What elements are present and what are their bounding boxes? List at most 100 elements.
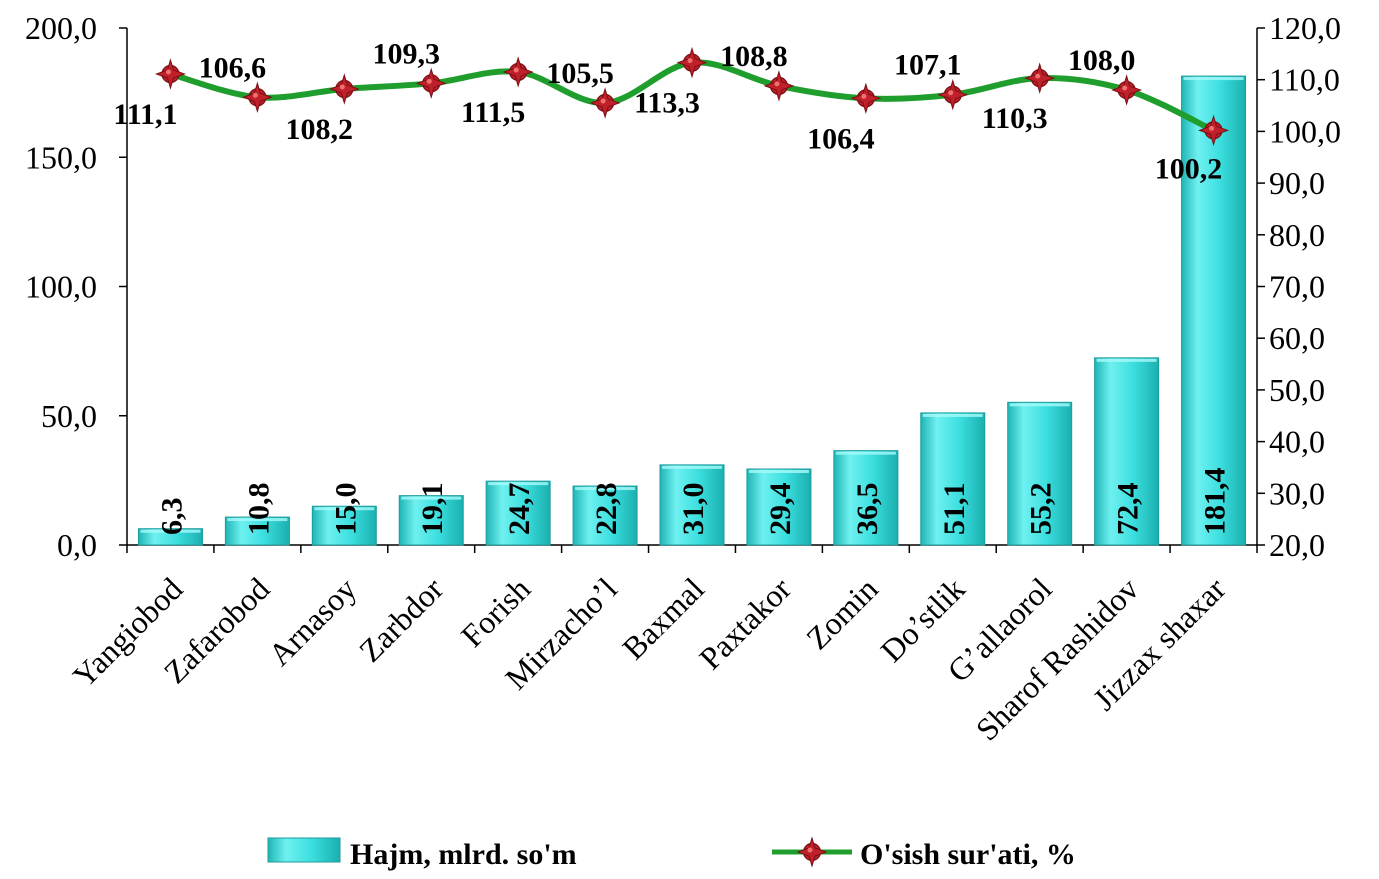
bar-highlight	[575, 487, 636, 491]
legend: Hajm, mlrd. so'm O'sish sur'ati, %	[267, 836, 1076, 871]
line-value-label: 107,1	[894, 49, 962, 82]
y-right-tick-label: 30,0	[1269, 475, 1325, 511]
y-right-tick-label: 90,0	[1269, 165, 1325, 201]
legend-label-bars: Hajm, mlrd. so'm	[350, 838, 577, 871]
bar-value-label: 10,8	[242, 483, 275, 536]
bar	[485, 480, 551, 546]
y-right-tick-label: 40,0	[1269, 424, 1325, 460]
bar	[137, 528, 203, 546]
marker-star	[154, 58, 186, 90]
bar-value-label: 6,3	[155, 498, 188, 536]
bar-value-label: 15,0	[329, 483, 362, 536]
bar-value-label: 19,1	[416, 483, 449, 536]
bar	[746, 468, 812, 546]
marker-highlight	[687, 58, 693, 64]
marker-star	[1111, 74, 1143, 106]
bar	[1181, 75, 1247, 546]
bar	[224, 516, 290, 546]
line-point-marker	[850, 82, 882, 115]
marker-star	[241, 81, 273, 114]
line-point-marker	[241, 81, 273, 114]
marker-star	[850, 82, 882, 115]
bar	[398, 495, 464, 546]
marker-star	[1198, 114, 1230, 147]
line-value-label: 106,6	[199, 51, 267, 84]
marker-highlight	[426, 78, 432, 84]
bar-highlight	[1009, 403, 1070, 407]
bar-value-label: 31,0	[677, 483, 710, 536]
line-value-label: 111,5	[461, 96, 525, 129]
labels-group: 6,3 10,8 15,0 19,1 24,7 22,8 31,0 29,4 36,5 51,1 5…	[113, 37, 1231, 535]
bar-highlight	[922, 413, 983, 417]
line-value-label: 109,3	[372, 37, 440, 70]
marker-star	[589, 87, 621, 119]
bar-highlight	[401, 496, 462, 500]
bar-highlight	[140, 529, 201, 533]
y-right-tick-label: 100,0	[1269, 113, 1341, 149]
line-point-marker	[1024, 62, 1056, 94]
line-point-marker	[676, 46, 708, 79]
bar-value-label: 29,4	[764, 483, 797, 536]
line-point-marker	[1198, 114, 1230, 147]
bar-value-label: 51,1	[938, 483, 971, 536]
marker-highlight	[165, 69, 171, 75]
bar-highlight	[488, 482, 549, 486]
marker-star	[502, 56, 534, 88]
bar-highlight	[662, 465, 722, 469]
x-category-label: Arnasoy	[261, 570, 363, 672]
marker-star	[937, 78, 969, 111]
line-point-marker	[937, 78, 969, 111]
marker-highlight	[600, 98, 606, 104]
y-right-tick-label: 80,0	[1269, 217, 1325, 253]
bar	[920, 412, 986, 546]
x-category-label: Paxtakor	[692, 570, 798, 676]
y-right-tick-label: 70,0	[1269, 269, 1325, 305]
line-point-marker	[589, 87, 621, 119]
legend-item-line: O'sish sur'ati, %	[772, 836, 1076, 871]
y-right-tick-label: 110,0	[1269, 62, 1340, 98]
bar	[572, 485, 638, 546]
y-left-tick-label: 150,0	[25, 139, 97, 175]
line-value-label: 108,2	[286, 113, 354, 146]
bar-value-label: 72,4	[1112, 483, 1145, 536]
bar-value-label: 22,8	[590, 483, 623, 536]
bar-highlight	[227, 518, 288, 522]
line-series-group	[154, 46, 1230, 147]
line-point-marker	[1111, 74, 1143, 106]
y-left-tick-label: 200,0	[25, 10, 97, 46]
marker-highlight	[1122, 85, 1128, 91]
marker-highlight	[339, 84, 345, 90]
bar	[1007, 401, 1073, 546]
legend-swatch-bars	[267, 837, 341, 863]
line-value-label: 113,3	[634, 87, 700, 120]
marker-highlight	[1035, 73, 1041, 79]
line-value-label: 111,1	[113, 98, 177, 131]
bar-highlight	[1183, 77, 1244, 81]
line-point-marker	[328, 73, 360, 105]
marker-highlight	[774, 81, 780, 87]
bar-value-label: 36,5	[851, 483, 884, 536]
line-value-label: 106,4	[807, 122, 875, 155]
line-point-marker	[502, 56, 534, 88]
bar	[311, 505, 377, 546]
marker-highlight	[252, 92, 258, 98]
bar	[1094, 357, 1160, 546]
bar-highlight	[748, 470, 809, 474]
y-right-tick-label: 50,0	[1269, 372, 1325, 408]
y-right-tick-label: 60,0	[1269, 320, 1325, 356]
bar	[659, 464, 725, 546]
legend-swatch-marker	[796, 836, 828, 868]
bar	[833, 450, 899, 546]
marker-star	[676, 46, 708, 79]
marker-highlight	[948, 90, 954, 96]
bar-value-label: 181,4	[1199, 468, 1232, 536]
line-value-label: 110,3	[982, 102, 1048, 135]
line-point-marker	[154, 58, 186, 90]
y-right-tick-label: 20,0	[1269, 527, 1325, 563]
marker-highlight	[513, 67, 519, 73]
line-value-label: 105,5	[546, 57, 614, 90]
marker-highlight	[807, 847, 813, 853]
marker-highlight	[1209, 125, 1215, 131]
marker-star	[328, 73, 360, 105]
